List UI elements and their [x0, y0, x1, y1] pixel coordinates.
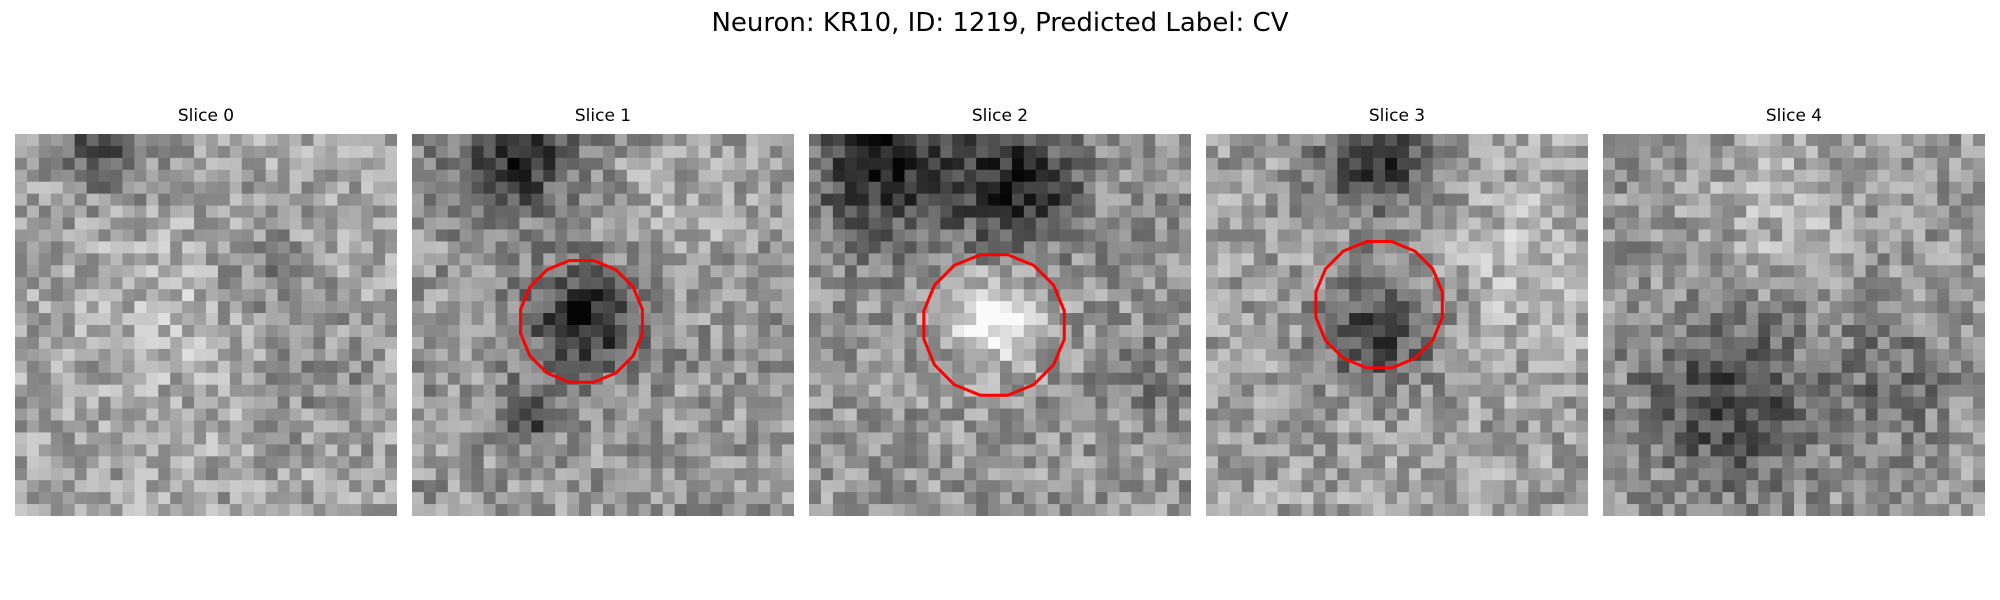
slice-image-4	[1603, 134, 1985, 516]
roi-contour-1	[519, 259, 644, 384]
slice-panel-0: Slice 0	[15, 104, 397, 516]
slice-panel-1: Slice 1	[412, 104, 794, 516]
slice-panel-4: Slice 4	[1603, 104, 1985, 516]
slice-title-2: Slice 2	[971, 106, 1029, 126]
slice-title-4: Slice 4	[1765, 106, 1823, 126]
slice-image-1	[412, 134, 794, 516]
slice-title-1: Slice 1	[574, 106, 632, 126]
roi-contour-3	[1314, 240, 1444, 370]
slice-image-2	[809, 134, 1191, 516]
roi-contour-2	[922, 253, 1066, 397]
slice-title-0: Slice 0	[177, 106, 235, 126]
slice-image-3	[1206, 134, 1588, 516]
slice-title-3: Slice 3	[1368, 106, 1426, 126]
figure-title: Neuron: KR10, ID: 1219, Predicted Label:…	[711, 8, 1289, 38]
slice-panel-3: Slice 3	[1206, 104, 1588, 516]
slice-panel-2: Slice 2	[809, 104, 1191, 516]
slice-image-0	[15, 134, 397, 516]
